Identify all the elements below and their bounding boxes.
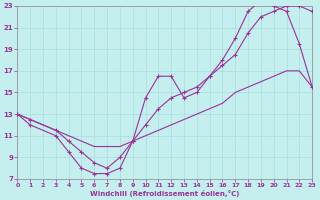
X-axis label: Windchill (Refroidissement éolien,°C): Windchill (Refroidissement éolien,°C): [90, 190, 239, 197]
